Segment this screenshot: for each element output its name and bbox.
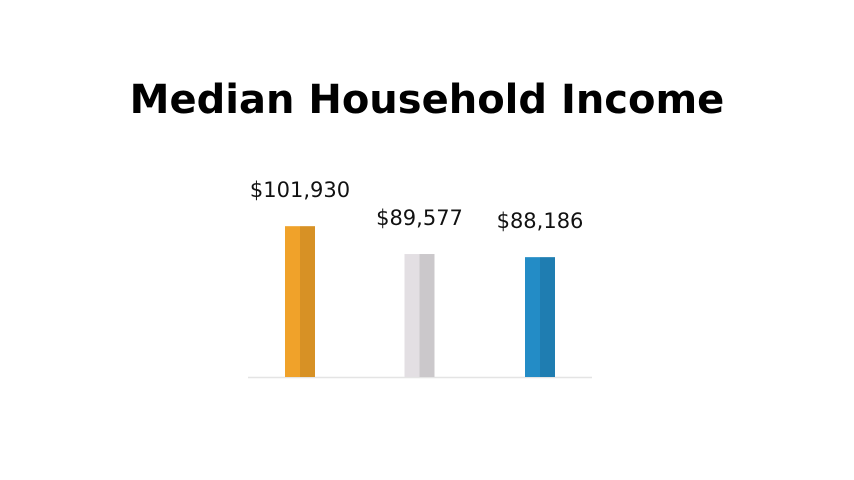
value-label: $89,577 <box>376 206 463 230</box>
bar <box>285 226 315 377</box>
bar-shade <box>540 257 555 377</box>
bar-shade <box>300 226 315 377</box>
value-label: $88,186 <box>497 209 584 233</box>
bar <box>404 254 435 377</box>
value-label: $101,930 <box>250 178 350 202</box>
bar-shade <box>419 254 435 377</box>
bar <box>525 257 555 377</box>
chart-title: Median Household Income <box>130 77 725 123</box>
